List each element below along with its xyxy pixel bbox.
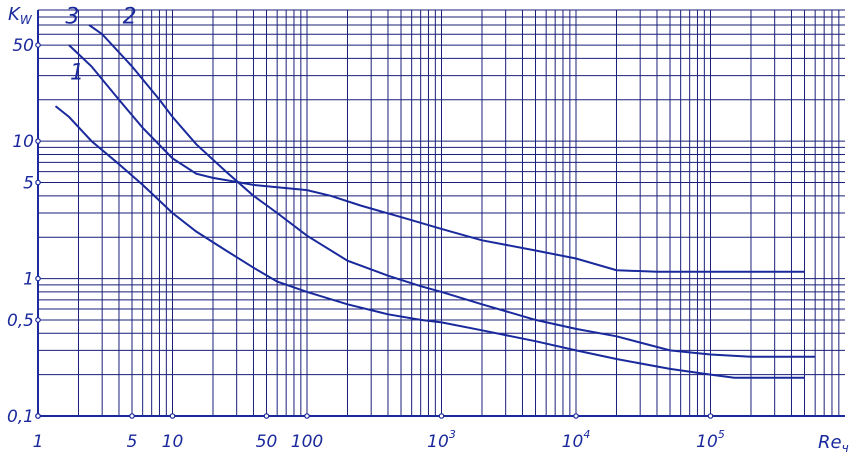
curve-1 xyxy=(54,105,805,379)
x-tick-label-base: 100 xyxy=(291,432,323,452)
x-tick-label: 105 xyxy=(696,428,725,452)
curve-2 xyxy=(88,24,816,358)
x-tick-label: 1 xyxy=(33,432,44,452)
y-gridlines xyxy=(38,9,845,417)
x-tick-mark xyxy=(438,413,445,419)
x-tick-label-base: 10 xyxy=(562,432,584,452)
x-tick-label-exponent: 3 xyxy=(449,428,456,441)
x-axis-label-sub: ч xyxy=(842,441,849,455)
y-tick-mark xyxy=(35,42,41,48)
curve-labels: 1 2 3 xyxy=(65,4,136,85)
x-tick-label-base: 1 xyxy=(33,432,44,452)
x-tick-label-base: 10 xyxy=(696,432,718,452)
curve-label-1: 1 xyxy=(70,61,84,86)
y-tick-mark xyxy=(35,317,41,323)
x-axis-label: Reч xyxy=(818,432,849,455)
y-tick-mark xyxy=(35,138,41,144)
y-tick-mark xyxy=(35,179,41,186)
x-tick-mark xyxy=(304,413,310,419)
x-tick-label-base: 50 xyxy=(256,432,278,452)
x-tick-label-exponent: 4 xyxy=(583,428,590,441)
x-tick-label-base: 10 xyxy=(427,432,449,452)
y-tick-label: 10 xyxy=(12,132,34,152)
curves xyxy=(54,24,816,379)
x-tick-label-base: 10 xyxy=(162,432,184,452)
x-tick-label: 10 xyxy=(162,432,184,452)
x-tick-label: 5 xyxy=(127,432,138,452)
y-tick-label: 50 xyxy=(12,36,34,56)
y-tick-label: 5 xyxy=(23,174,34,194)
curve-label-2: 2 xyxy=(123,4,137,29)
x-tick-mark xyxy=(169,413,176,419)
x-tick-label-base: 5 xyxy=(127,432,138,452)
curve-label-3: 3 xyxy=(65,4,79,29)
curve-3 xyxy=(68,44,805,273)
y-tick-mark xyxy=(35,275,41,282)
y-tick-mark xyxy=(35,413,41,419)
x-tick-mark xyxy=(707,413,714,419)
x-tick-label: 50 xyxy=(256,432,278,452)
y-tick-label: 0,1 xyxy=(7,407,34,427)
x-tick-label: 100 xyxy=(291,432,323,452)
y-tick-label: 0,5 xyxy=(7,311,34,331)
x-axis-label-main: Re xyxy=(818,432,842,453)
x-tick-mark xyxy=(573,413,579,419)
x-tick-label: 104 xyxy=(562,428,591,452)
x-tick-mark xyxy=(129,413,135,419)
y-axis-label: KW xyxy=(8,4,33,27)
y-tick-label: 1 xyxy=(23,270,34,290)
x-tick-label: 103 xyxy=(427,428,456,452)
y-axis-label-main: K xyxy=(8,4,21,25)
x-tick-mark xyxy=(263,413,270,419)
y-axis-label-sub: W xyxy=(20,13,33,27)
tick-marks xyxy=(35,42,714,419)
x-tick-label-exponent: 5 xyxy=(718,428,725,441)
